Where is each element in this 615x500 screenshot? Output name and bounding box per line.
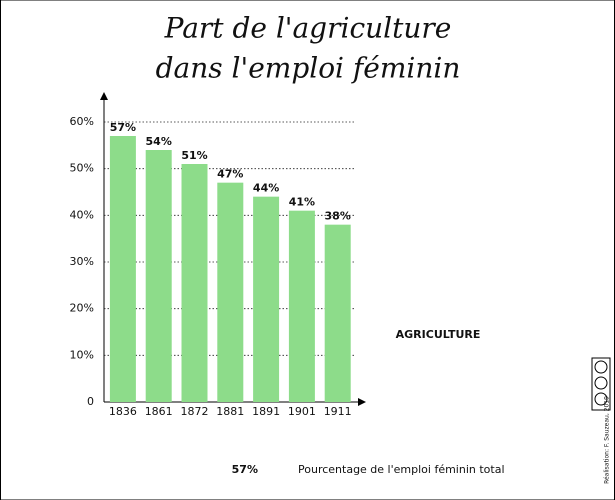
y-tick-label: 10% xyxy=(70,348,94,361)
bar xyxy=(288,210,315,402)
value-label: 47% xyxy=(217,168,243,181)
bar xyxy=(324,224,351,402)
x-tick-label: 1891 xyxy=(252,405,280,418)
bar xyxy=(217,182,244,402)
chart-title: Part de l'agriculture xyxy=(164,12,452,45)
legend-text: Pourcentage de l'emploi féminin total xyxy=(298,463,505,476)
bar xyxy=(253,196,280,402)
bar xyxy=(109,136,136,402)
value-label: 51% xyxy=(181,149,207,162)
y-axis-arrow xyxy=(100,92,108,100)
chart-title: dans l'emploi féminin xyxy=(156,52,461,85)
x-tick-label: 1881 xyxy=(216,405,244,418)
x-tick-label: 1872 xyxy=(181,405,209,418)
x-tick-label: 1836 xyxy=(109,405,137,418)
series-label: AGRICULTURE xyxy=(396,328,481,341)
x-tick-label: 1861 xyxy=(145,405,173,418)
credit: Réalisation: F. Sauzeau, 2019 xyxy=(604,396,611,484)
y-tick-label: 20% xyxy=(70,302,94,315)
value-label: 54% xyxy=(146,135,172,148)
y-tick-label: 50% xyxy=(70,162,94,175)
value-label: 41% xyxy=(289,196,315,209)
x-tick-label: 1911 xyxy=(324,405,352,418)
y-tick-label: 0 xyxy=(87,395,94,408)
value-label: 44% xyxy=(253,182,279,195)
y-tick-label: 30% xyxy=(70,255,94,268)
bar xyxy=(181,164,208,402)
legend-sample: 57% xyxy=(232,463,258,476)
license-icon xyxy=(591,357,611,411)
x-tick-label: 1901 xyxy=(288,405,316,418)
y-tick-label: 40% xyxy=(70,208,94,221)
x-axis-arrow xyxy=(358,398,366,406)
y-tick-label: 60% xyxy=(70,115,94,128)
value-label: 57% xyxy=(110,121,136,134)
bar xyxy=(145,150,172,402)
value-label: 38% xyxy=(325,210,351,223)
